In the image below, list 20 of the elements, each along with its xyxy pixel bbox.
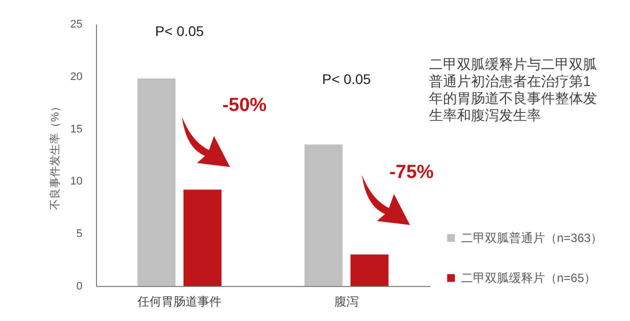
bar (137, 78, 176, 286)
x-tick-label: 腹泻 (334, 294, 358, 308)
x-tick-label: 任何胃肠道事件 (136, 294, 222, 308)
bar (304, 144, 342, 286)
bar (350, 254, 389, 286)
text: 二甲双胍缓释片与二甲双胍普通片初治患者在治疗第1年的胃肠道不良事件整体发生率和腹泻发生率 (429, 56, 598, 124)
legend-label: 二甲双胍普通片（n=363） (461, 231, 603, 245)
annotation: P< 0.05 (322, 71, 372, 87)
y-tick-label: 10 (70, 176, 82, 188)
bar (184, 190, 222, 286)
y-tick-label: 15 (70, 123, 82, 136)
y-tick-label: 20 (70, 70, 82, 83)
annotation: -50% (222, 95, 267, 116)
y-tick-label: 25 (70, 18, 82, 30)
y-axis-title: 不良事件发生率（%） (48, 101, 62, 210)
legend-label: 二甲双胍缓释片（n=65） (461, 271, 596, 285)
annotation: P< 0.05 (155, 23, 204, 39)
y-tick-label: 0 (76, 280, 82, 292)
y-tick-label: 5 (76, 228, 82, 240)
annotation: -75% (389, 162, 434, 183)
